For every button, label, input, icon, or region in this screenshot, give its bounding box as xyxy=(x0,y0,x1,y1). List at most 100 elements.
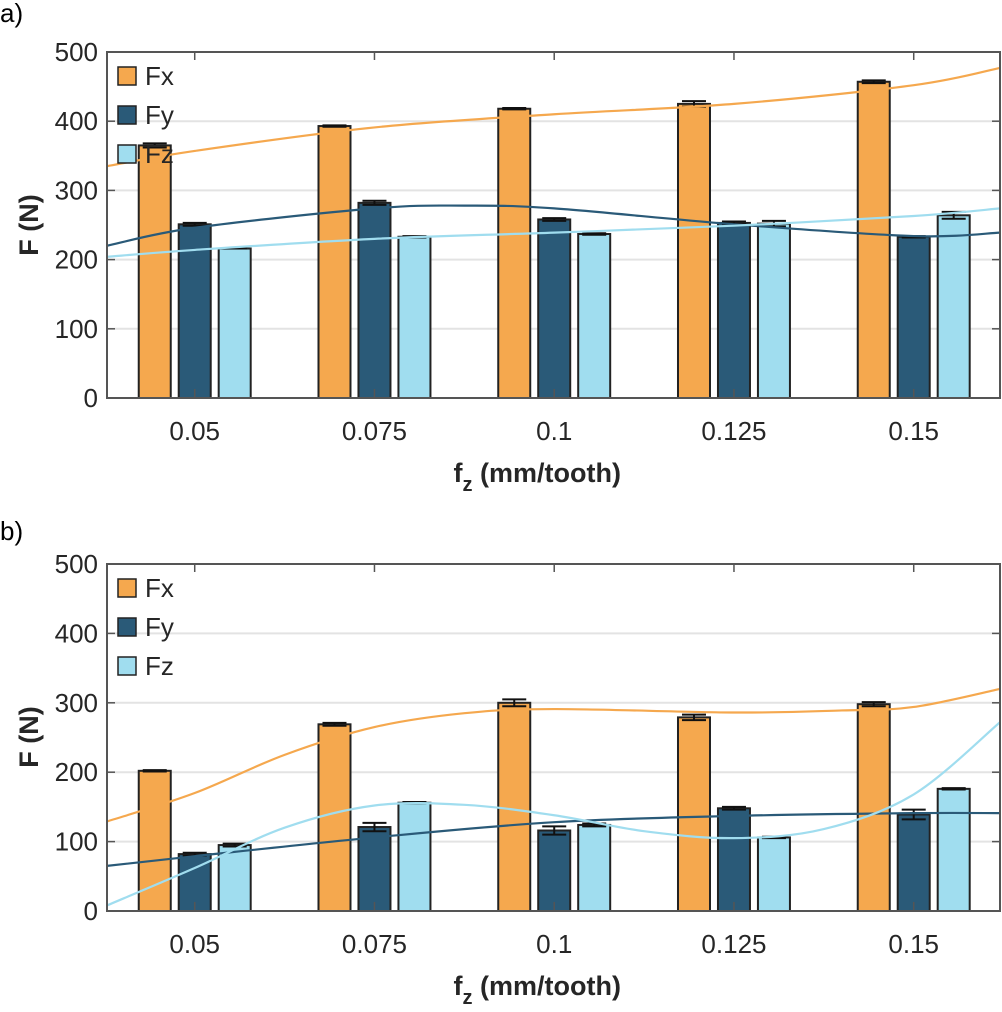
x-tick-label: 0.05 xyxy=(169,929,220,959)
bar-fz xyxy=(577,823,612,912)
legend: Fx Fy Fz xyxy=(117,573,174,681)
bar-fz xyxy=(577,232,612,399)
legend-swatch-fz xyxy=(117,144,137,164)
fit-curve-fx xyxy=(106,66,1001,168)
bar-fz xyxy=(397,801,432,913)
panel-label: a) xyxy=(0,0,23,28)
legend-label-fy: Fy xyxy=(145,100,174,130)
bar-fz xyxy=(936,787,971,913)
error-bar xyxy=(502,107,527,111)
y-tick-label: 500 xyxy=(55,549,98,579)
bar-fx xyxy=(497,701,532,912)
legend-swatch-fy xyxy=(117,617,137,637)
x-tick-label: 0.1 xyxy=(536,416,572,446)
error-bar xyxy=(681,713,706,722)
bar-fx xyxy=(676,716,711,913)
x-axis-label: fz (mm/tooth) xyxy=(454,458,621,496)
error-bar xyxy=(721,805,746,811)
axes-frame xyxy=(106,51,1001,399)
x-label-units: (mm/tooth) xyxy=(473,971,621,1001)
error-bar xyxy=(362,199,387,206)
fit-curve-fz xyxy=(106,721,1001,907)
error-bar xyxy=(542,825,567,836)
bar-fx xyxy=(317,723,352,913)
bar-fz xyxy=(936,214,971,399)
fit-curve-fy xyxy=(106,204,1001,247)
y-tick-label: 0 xyxy=(84,896,98,926)
y-tick-label: 300 xyxy=(55,175,98,205)
bar-fx xyxy=(856,703,891,912)
error-bar xyxy=(142,142,167,149)
y-tick-label: 500 xyxy=(55,37,98,67)
legend-label-fz: Fz xyxy=(145,651,174,681)
error-bar xyxy=(861,79,886,85)
bar-fy xyxy=(537,829,572,912)
x-tick-label: 0.125 xyxy=(701,416,766,446)
bar-fy xyxy=(896,813,931,912)
legend-label-fx: Fx xyxy=(145,573,174,603)
bar-fz xyxy=(756,836,791,912)
x-tick-label: 0.05 xyxy=(169,416,220,446)
x-tick-label: 0.15 xyxy=(888,929,939,959)
x-tick-label: 0.075 xyxy=(342,929,407,959)
bar-fx xyxy=(497,107,532,400)
bar-fx xyxy=(856,80,891,399)
legend-label-fy: Fy xyxy=(145,612,174,642)
bar-fy xyxy=(177,223,212,399)
bar-fy xyxy=(537,218,572,399)
error-bar xyxy=(502,698,527,708)
error-bar xyxy=(362,821,387,833)
y-tick-label: 400 xyxy=(55,618,98,648)
y-tick-label: 0 xyxy=(84,383,98,413)
bar-fy xyxy=(716,221,751,399)
fit-curve-fy xyxy=(106,811,1001,867)
bar-fz xyxy=(217,247,252,399)
x-label-main: f xyxy=(454,971,464,1001)
y-tick-label: 100 xyxy=(55,314,98,344)
bar-fy xyxy=(357,826,392,912)
axes-frame xyxy=(106,563,1001,912)
y-axis-label: F (N) xyxy=(14,194,44,255)
x-tick-label: 0.125 xyxy=(701,929,766,959)
y-tick-label: 200 xyxy=(55,757,98,787)
error-bar xyxy=(542,217,567,222)
legend-swatch-fx xyxy=(117,578,137,598)
fit-curve-fx xyxy=(106,687,1001,823)
bar-fx xyxy=(676,102,711,400)
error-bar xyxy=(901,808,926,821)
bar-fy xyxy=(357,201,392,399)
y-tick-label: 100 xyxy=(55,827,98,857)
y-tick-label: 300 xyxy=(55,688,98,718)
x-label-subscript: z xyxy=(463,474,473,496)
legend-label-fx: Fx xyxy=(145,61,174,91)
error-bar xyxy=(582,232,607,236)
fit-curve-fz xyxy=(106,207,1001,258)
error-bar xyxy=(142,769,167,773)
bar-fx xyxy=(137,144,172,399)
x-tick-label: 0.075 xyxy=(342,416,407,446)
error-bar xyxy=(322,721,347,727)
y-tick-label: 400 xyxy=(55,106,98,136)
chart-panel-b: b) 0 100 200 300 400 500 0.05 0.075 0.1 0.125 0.15 F… xyxy=(0,516,1001,1009)
x-label-main: f xyxy=(454,458,464,488)
bar-fx xyxy=(137,769,172,913)
legend: Fx Fy Fz xyxy=(117,61,174,169)
x-tick-label: 0.1 xyxy=(536,929,572,959)
legend-swatch-fz xyxy=(117,656,137,676)
legend-swatch-fx xyxy=(117,66,137,86)
legend-label-fz: Fz xyxy=(145,139,174,169)
y-axis-label: F (N) xyxy=(14,706,44,767)
x-label-subscript: z xyxy=(463,987,473,1009)
bar-fy xyxy=(896,235,931,399)
y-tick-label: 200 xyxy=(55,245,98,275)
legend-swatch-fy xyxy=(117,105,137,125)
bar-fz xyxy=(397,235,432,399)
bar-fy xyxy=(716,807,751,913)
error-bar xyxy=(861,701,886,708)
x-label-units: (mm/tooth) xyxy=(473,458,621,488)
x-tick-label: 0.15 xyxy=(888,416,939,446)
bar-fx xyxy=(317,125,352,399)
bar-fz xyxy=(756,222,791,399)
x-axis-label: fz (mm/tooth) xyxy=(454,971,621,1009)
